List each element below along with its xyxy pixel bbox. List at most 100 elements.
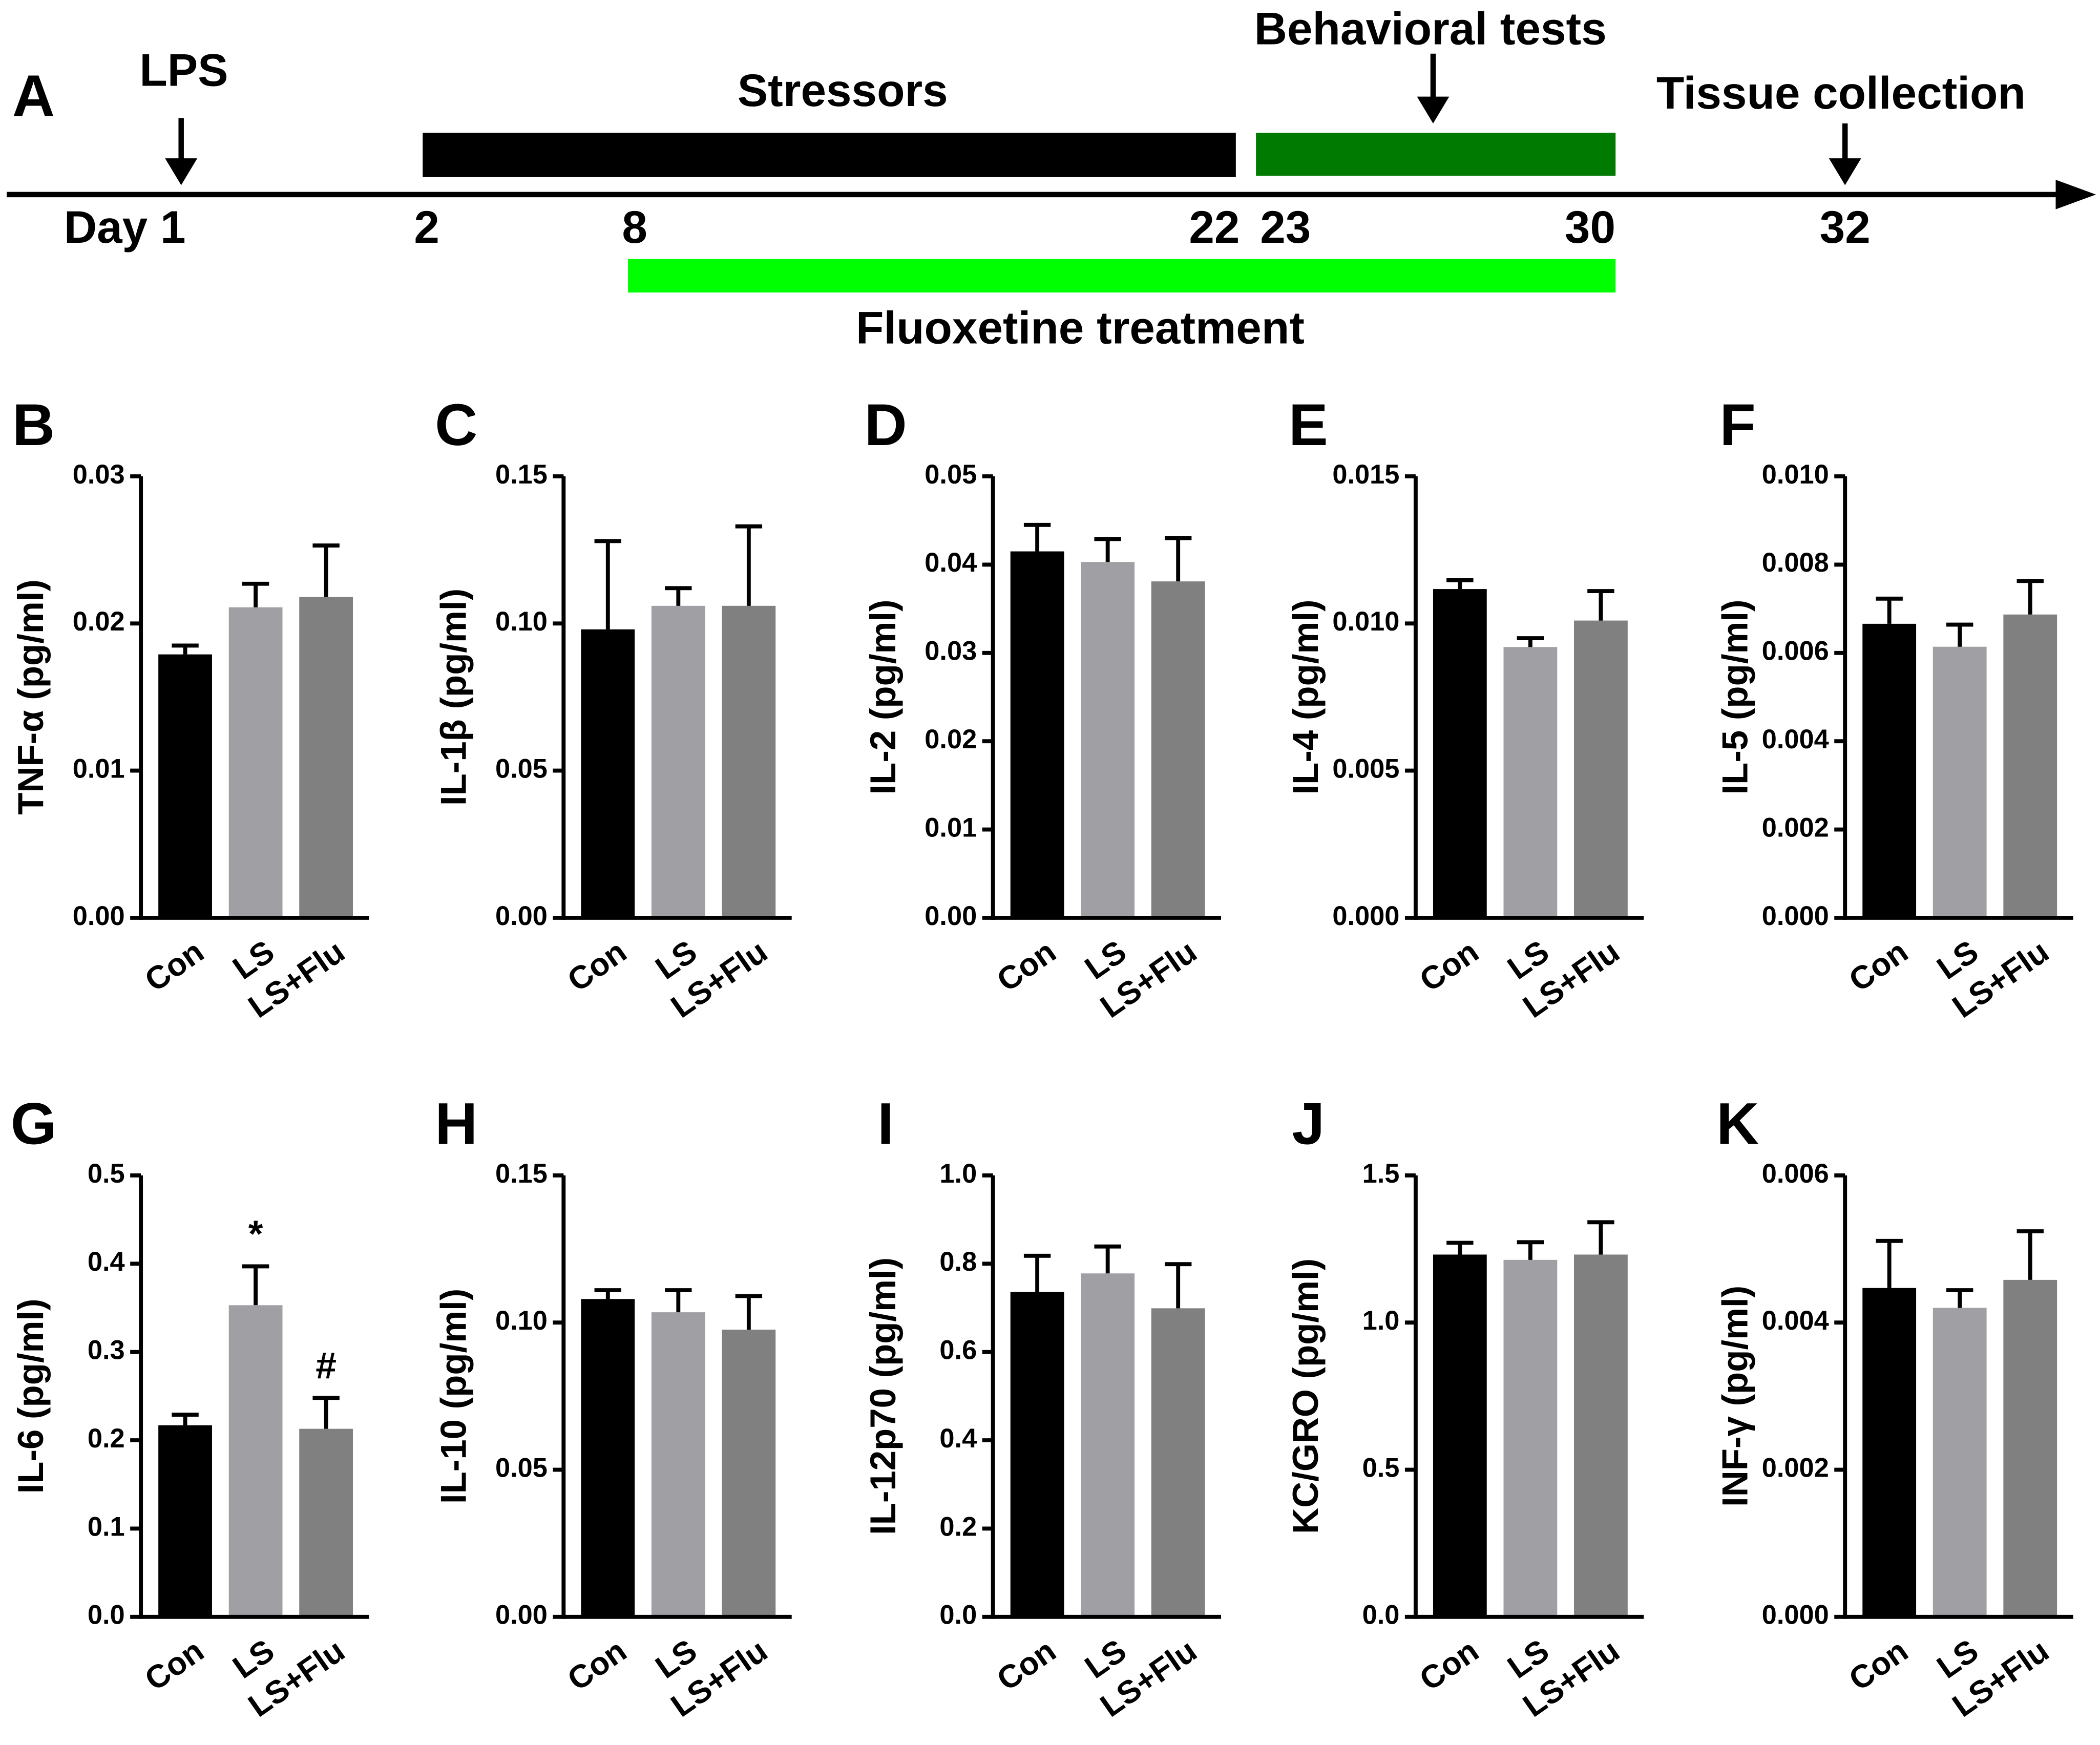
bar — [651, 1312, 705, 1617]
y-tick-label: 0.05 — [495, 1453, 548, 1483]
bar — [1574, 620, 1628, 918]
event-label: LPS — [139, 45, 228, 96]
y-tick-label: 0.00 — [495, 1601, 548, 1630]
y-tick-label: 0.5 — [1362, 1453, 1400, 1483]
y-tick-label: 0.006 — [1762, 1159, 1829, 1189]
panel-letter: G — [11, 1091, 57, 1157]
y-tick-label: 0.00 — [495, 901, 548, 931]
y-tick-label: 0.005 — [1332, 754, 1399, 784]
y-tick-label: 0.004 — [1762, 725, 1829, 754]
y-tick-label: 1.0 — [939, 1159, 977, 1189]
y-tick-label: 0.05 — [925, 460, 977, 490]
y-tick-label: 0.008 — [1762, 548, 1829, 578]
behavioral-bar — [1256, 133, 1616, 176]
event-label: Stressors — [738, 65, 948, 116]
panel-letter: C — [435, 392, 477, 458]
y-axis-label: KC/GRO (pg/ml) — [1285, 1258, 1326, 1534]
annotation: * — [248, 1213, 263, 1255]
y-tick-label: 0.000 — [1332, 901, 1399, 931]
y-tick-label: 0.002 — [1762, 813, 1829, 843]
panel-letter: I — [877, 1091, 894, 1157]
y-tick-label: 0.6 — [939, 1336, 977, 1365]
y-tick-label: 0.0 — [1362, 1601, 1400, 1630]
day-label: 2 — [414, 201, 439, 253]
y-tick-label: 0.03 — [73, 460, 125, 490]
y-tick-label: 0.02 — [925, 725, 977, 754]
y-tick-label: 0.2 — [88, 1424, 125, 1454]
y-tick-label: 0.8 — [939, 1247, 977, 1277]
y-axis-label: IL-10 (pg/ml) — [433, 1289, 473, 1504]
y-axis-label: IL-12p70 (pg/ml) — [863, 1257, 903, 1535]
arrowhead — [165, 158, 198, 185]
bar — [1933, 1308, 1987, 1617]
y-tick-label: 1.0 — [1362, 1306, 1400, 1336]
y-tick-label: 0.3 — [88, 1336, 125, 1365]
day-label: 8 — [622, 201, 647, 253]
bar — [1010, 1292, 1064, 1617]
day-label: Day 1 — [64, 201, 186, 253]
bar — [722, 1330, 776, 1617]
bar — [1081, 562, 1135, 918]
y-tick-label: 0.010 — [1332, 607, 1399, 637]
bar — [228, 607, 283, 918]
bar — [581, 1299, 635, 1617]
y-tick-label: 1.5 — [1362, 1159, 1400, 1189]
panel-letter: K — [1716, 1091, 1759, 1157]
y-tick-label: 0.0 — [939, 1601, 977, 1630]
bar — [651, 605, 705, 918]
panel-letter: A — [12, 64, 55, 129]
bar — [158, 654, 212, 918]
panel-letter: E — [1289, 392, 1328, 458]
event-label: Tissue collection — [1656, 67, 2026, 118]
y-axis-label: INF-γ (pg/ml) — [1714, 1286, 1755, 1507]
y-tick-label: 0.01 — [73, 754, 125, 784]
bar — [299, 597, 353, 918]
y-tick-label: 0.2 — [939, 1512, 977, 1542]
panel-letter: J — [1292, 1091, 1325, 1157]
bar — [1862, 623, 1917, 918]
bar — [1010, 551, 1064, 918]
y-tick-label: 0.00 — [73, 901, 125, 931]
panel-letter: B — [12, 392, 55, 458]
bar — [1933, 646, 1987, 918]
day-label: 23 — [1260, 201, 1311, 253]
bar — [228, 1305, 283, 1617]
annotation: # — [316, 1344, 337, 1386]
bar — [722, 605, 776, 918]
y-tick-label: 0.15 — [495, 1159, 548, 1189]
panel-letter: H — [435, 1091, 477, 1157]
bar — [299, 1428, 353, 1617]
y-axis-label: IL-5 (pg/ml) — [1714, 599, 1755, 794]
y-tick-label: 0.4 — [939, 1424, 977, 1454]
y-tick-label: 0.05 — [495, 754, 548, 784]
y-tick-label: 0.5 — [88, 1159, 125, 1189]
bar — [158, 1425, 212, 1617]
bar — [1574, 1254, 1628, 1617]
y-tick-label: 0.04 — [925, 548, 977, 578]
day-label: 22 — [1189, 201, 1240, 253]
y-axis-label: IL-4 (pg/ml) — [1285, 599, 1326, 794]
arrowhead — [1829, 158, 1861, 185]
day-label: 32 — [1820, 201, 1871, 253]
day-label: 30 — [1565, 201, 1615, 253]
panel-letter: D — [864, 392, 907, 458]
y-tick-label: 0.00 — [925, 901, 977, 931]
panel-letter: F — [1719, 392, 1755, 458]
stressors-bar — [423, 133, 1236, 177]
y-tick-label: 0.006 — [1762, 637, 1829, 666]
y-tick-label: 0.15 — [495, 460, 548, 490]
y-tick-label: 0.10 — [495, 1306, 548, 1336]
y-tick-label: 0.4 — [88, 1247, 125, 1277]
y-tick-label: 0.000 — [1762, 1601, 1829, 1630]
y-tick-label: 0.01 — [925, 813, 977, 843]
fluoxetine-bar — [628, 259, 1616, 293]
y-tick-label: 0.1 — [88, 1512, 125, 1542]
bar — [581, 629, 635, 918]
bar — [2003, 614, 2057, 918]
y-tick-label: 0.000 — [1762, 901, 1829, 931]
arrowheads — [165, 96, 1861, 185]
y-tick-label: 0.10 — [495, 607, 548, 637]
bar — [1862, 1288, 1917, 1617]
arrowhead — [1417, 96, 1450, 124]
